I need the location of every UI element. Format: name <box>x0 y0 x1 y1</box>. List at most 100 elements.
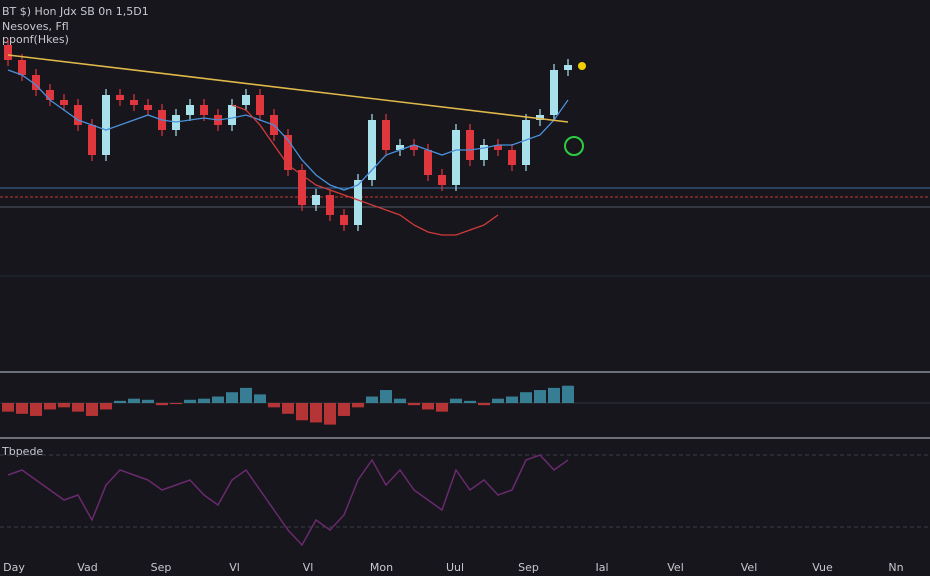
x-tick-label: Mon <box>370 561 393 574</box>
histogram-bar <box>268 403 280 408</box>
candle-body <box>116 95 124 100</box>
candle-body <box>494 145 502 150</box>
histogram-bar <box>296 403 308 421</box>
histogram-bar <box>72 403 84 412</box>
histogram-bar <box>142 399 154 403</box>
candle-body <box>32 75 40 90</box>
candle-body <box>550 70 558 115</box>
candle-body <box>508 150 516 165</box>
candle-body <box>340 215 348 225</box>
histogram-bar <box>184 399 196 403</box>
candle-body <box>452 130 460 185</box>
histogram-bar <box>408 403 420 406</box>
histogram-bar <box>226 392 238 403</box>
histogram-bar <box>58 403 70 408</box>
moving-average <box>231 104 499 236</box>
histogram-bar <box>450 398 462 403</box>
histogram-bar <box>254 394 266 403</box>
candle-body <box>18 60 26 75</box>
histogram-bar <box>324 403 336 425</box>
histogram-bar <box>198 398 210 403</box>
annotation: pponf(Hkes) <box>2 33 69 46</box>
x-tick-label: Vl <box>229 561 240 574</box>
histogram-bar <box>30 403 42 416</box>
candle-body <box>424 150 432 175</box>
histogram-bar <box>394 398 406 403</box>
candle-body <box>438 175 446 185</box>
candle-body <box>298 170 306 205</box>
histogram-bar <box>310 403 322 423</box>
histogram-bar <box>436 403 448 412</box>
candle-body <box>354 180 362 225</box>
moving-average <box>7 69 569 191</box>
histogram-bar <box>212 396 224 403</box>
x-tick-label: Ial <box>595 561 608 574</box>
x-tick-label: Vue <box>812 561 833 574</box>
icon <box>564 136 584 156</box>
histogram-bar <box>240 387 252 403</box>
histogram-bar <box>44 403 56 410</box>
candle-body <box>186 105 194 115</box>
subtitle: Nesoves, Ffl <box>2 20 69 33</box>
candle-body <box>256 95 264 115</box>
histogram-bar <box>562 385 574 403</box>
histogram-bar <box>170 403 182 405</box>
candle-body <box>382 120 390 150</box>
x-tick-label: Vl <box>303 561 314 574</box>
histogram-bar <box>156 403 168 406</box>
histogram-bar <box>114 400 126 403</box>
candle-body <box>242 95 250 105</box>
panel-title: Tbpede <box>1 445 43 458</box>
candle-body <box>536 115 544 120</box>
oscillator-line <box>7 454 569 547</box>
candle-body <box>200 105 208 115</box>
histogram-bar <box>464 400 476 403</box>
x-tick-label: Day <box>3 561 25 574</box>
candle-body <box>564 65 572 70</box>
candle-body <box>4 45 12 60</box>
histogram-bar <box>422 403 434 410</box>
histogram-bar <box>2 403 14 412</box>
candle-body <box>466 130 474 160</box>
candle-body <box>74 105 82 125</box>
histogram-bar <box>520 392 532 403</box>
trendline <box>7 54 569 123</box>
x-tick-label: Nn <box>888 561 903 574</box>
candle-body <box>46 90 54 100</box>
marker <box>578 62 586 70</box>
histogram-bar <box>16 403 28 414</box>
candle-body <box>368 120 376 180</box>
x-tick-label: Sep <box>151 561 172 574</box>
chart-title: BT $) Hon Jdx SB 0n 1,5D1 <box>2 5 149 18</box>
candle-body <box>88 125 96 155</box>
candle-body <box>480 145 488 160</box>
histogram-bar <box>380 390 392 403</box>
candle-body <box>410 145 418 150</box>
candle-body <box>522 120 530 165</box>
histogram-bar <box>506 396 518 403</box>
histogram-bar <box>86 403 98 416</box>
x-tick-label: Vad <box>77 561 97 574</box>
candle-body <box>326 195 334 215</box>
histogram-bar <box>352 403 364 408</box>
candle-body <box>130 100 138 105</box>
candle-body <box>102 95 110 155</box>
histogram-bar <box>478 403 490 406</box>
histogram-bar <box>128 398 140 403</box>
x-tick-label: Sep <box>518 561 539 574</box>
candle-body <box>284 135 292 170</box>
histogram-bar <box>100 403 112 410</box>
x-tick-label: Vel <box>741 561 758 574</box>
histogram-bar <box>534 390 546 403</box>
histogram-bar <box>282 403 294 414</box>
histogram-bar <box>548 387 560 403</box>
histogram-bar <box>338 403 350 416</box>
candle-body <box>312 195 320 205</box>
candle-body <box>396 145 404 150</box>
histogram-bar <box>366 396 378 403</box>
candle-body <box>60 100 68 105</box>
x-tick-label: Uul <box>446 561 464 574</box>
